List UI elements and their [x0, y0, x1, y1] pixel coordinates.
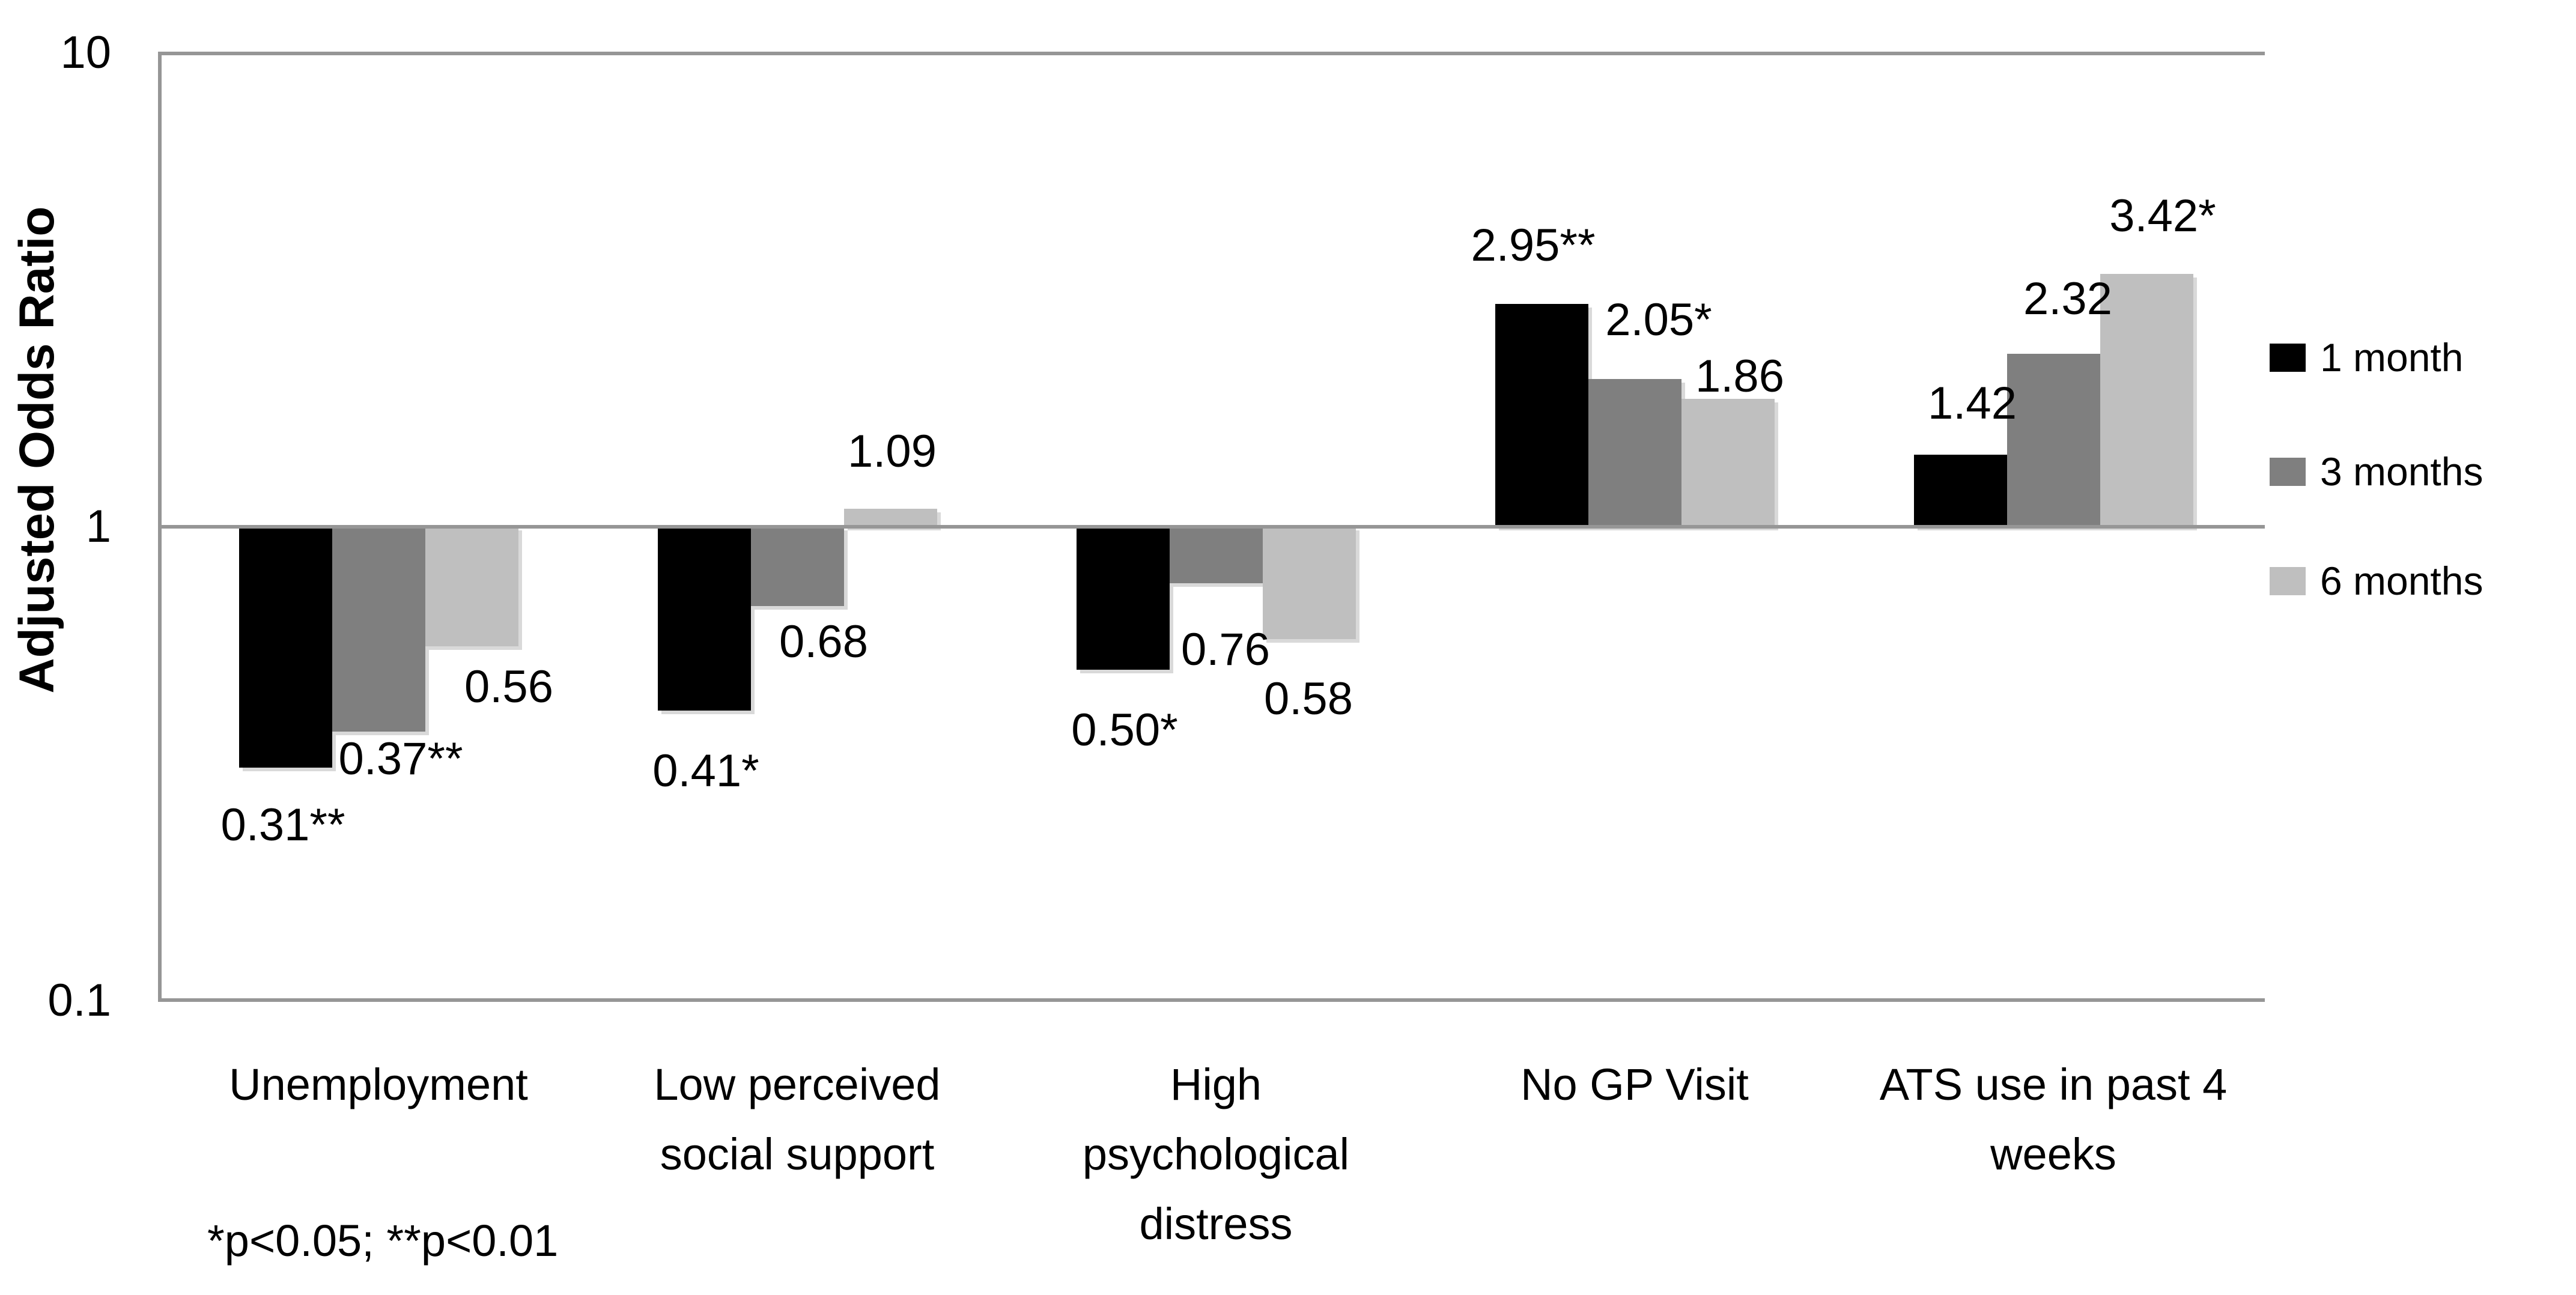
- bar-value-label: 3.42*: [2109, 190, 2216, 241]
- bar-value-label: 1.42: [1928, 378, 2017, 429]
- bar-6-months-2: [843, 509, 937, 527]
- bar-value-label: 0.50*: [1071, 705, 1178, 756]
- legend-label: 6 months: [2320, 559, 2483, 603]
- bar-1-month-4: [1495, 304, 1588, 527]
- legend-item: 3 months: [2270, 452, 2483, 491]
- legend-item: 1 month: [2270, 338, 2463, 377]
- footnote: *p<0.05; **p<0.01: [207, 1216, 559, 1266]
- bar-1-month-3: [1076, 527, 1170, 670]
- bar-value-label: 0.37**: [338, 733, 463, 784]
- bar-value-label: 0.56: [464, 661, 553, 712]
- bar-3-months-1: [332, 527, 425, 732]
- x-category-label: High psychological distress: [1082, 1060, 1350, 1249]
- y-axis-title: Adjusted Odds Ratio: [10, 206, 64, 694]
- y-tick-label: 10: [60, 27, 111, 78]
- bar-value-label: 0.31**: [220, 799, 345, 851]
- bar-6-months-4: [1681, 399, 1775, 527]
- bar-6-months-3: [1262, 527, 1356, 639]
- legend-swatch: [2270, 457, 2306, 486]
- bar-6-months-1: [425, 527, 518, 646]
- x-category-label: ATS use in past 4 weeks: [1879, 1060, 2228, 1179]
- x-category-label: No GP Visit: [1520, 1060, 1749, 1109]
- bar-3-months-4: [1588, 379, 1681, 527]
- bar-value-label: 0.76: [1181, 624, 1270, 675]
- x-category-label: Low perceived social support: [654, 1060, 941, 1179]
- bar-value-label: 1.09: [848, 426, 937, 477]
- bar-value-label: 2.05*: [1605, 294, 1712, 345]
- bar-value-label: 0.41*: [652, 745, 759, 796]
- legend-label: 3 months: [2320, 449, 2483, 494]
- legend-swatch: [2270, 566, 2306, 595]
- bar-3-months-2: [750, 527, 844, 606]
- legend-label: 1 month: [2320, 335, 2464, 380]
- bar-value-label: 2.32: [2023, 273, 2112, 324]
- bar-value-label: 0.68: [779, 616, 868, 667]
- bar-1-month-2: [657, 527, 751, 711]
- bar-3-months-3: [1169, 527, 1263, 583]
- bar-6-months-5: [2100, 274, 2193, 527]
- bar-value-label: 0.58: [1264, 673, 1353, 724]
- y-tick-label: 1: [85, 501, 111, 552]
- x-category-label: Unemployment: [229, 1060, 528, 1109]
- legend-swatch: [2270, 343, 2306, 372]
- bar-3-months-5: [2006, 354, 2100, 527]
- bar-1-month-1: [238, 527, 332, 768]
- baseline-gridline: [158, 525, 2265, 529]
- bar-1-month-5: [1913, 455, 2007, 527]
- y-tick-label: 0.1: [47, 975, 111, 1026]
- legend-item: 6 months: [2270, 561, 2483, 601]
- bar-value-label: 1.86: [1695, 351, 1784, 402]
- bar-value-label: 2.95**: [1471, 220, 1596, 271]
